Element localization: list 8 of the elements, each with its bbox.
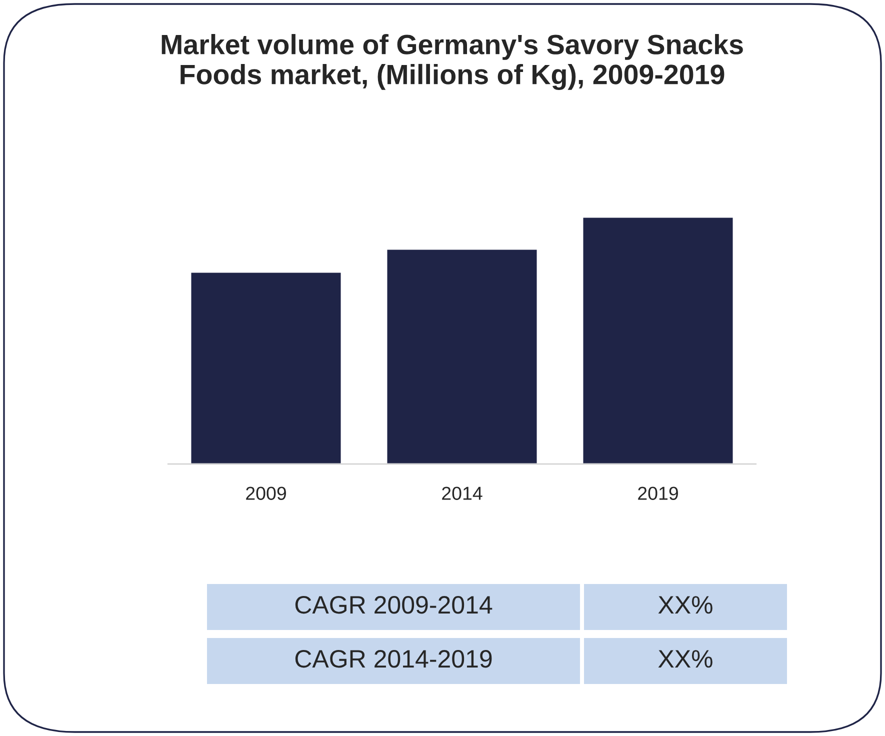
- text: XX%: [658, 650, 712, 668]
- chart-title: Market volume of Germany's Savory Snacks Foods market, (Millions of Kg), 2009-2019: [162, 34, 743, 90]
- text: CAGR 2014-2019: [295, 650, 492, 668]
- text: XX%: [658, 596, 712, 614]
- x-tick-label: 2019: [638, 486, 678, 500]
- x-tick-label: 2009: [246, 486, 286, 500]
- text: CAGR 2009-2014: [295, 596, 492, 614]
- x-tick-label: 2014: [442, 486, 482, 500]
